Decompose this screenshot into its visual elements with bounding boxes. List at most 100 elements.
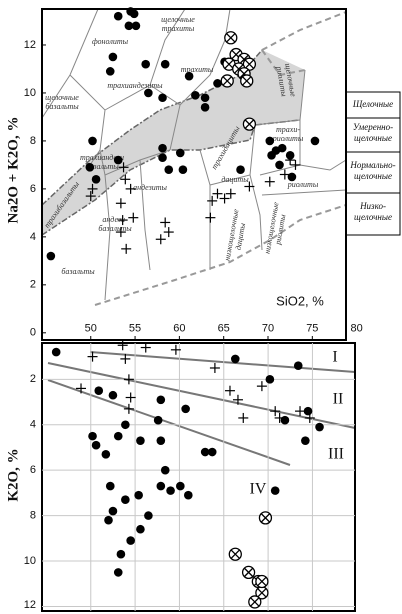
field-label: базальты: [61, 267, 95, 276]
y-tick-label: 12: [24, 39, 36, 51]
dot: [213, 79, 222, 88]
cross: [290, 159, 301, 170]
dot: [200, 447, 210, 457]
dot: [129, 9, 139, 19]
cross: [212, 188, 223, 199]
y-tick-label: 4: [30, 231, 36, 243]
x-tick-label: 80: [351, 323, 363, 335]
side-label-line: щелочные: [354, 171, 392, 181]
dot: [207, 447, 217, 457]
field-label-line: трахи-: [276, 125, 300, 134]
cross: [87, 351, 98, 362]
x2: [224, 59, 234, 69]
dot: [267, 151, 276, 160]
field-label-line: андезиты: [133, 183, 167, 192]
y-tick-label: 8: [30, 510, 36, 522]
dot: [184, 490, 193, 500]
dot: [88, 136, 97, 146]
side-label: Нормально-щелочные: [349, 160, 395, 181]
x2: [230, 549, 240, 559]
field-label: фонолиты: [92, 37, 129, 46]
dot: [121, 420, 130, 430]
dot: [310, 136, 320, 146]
cross: [244, 181, 255, 192]
field-label: риолиты: [287, 180, 319, 189]
dot: [153, 415, 163, 425]
dot: [108, 390, 118, 400]
cross: [224, 385, 235, 396]
field-label-line: андези-: [102, 215, 128, 224]
x-tick-label: 65: [218, 323, 230, 335]
circle-x: [248, 595, 262, 609]
dot: [236, 165, 245, 175]
dot: [265, 375, 275, 384]
dot: [164, 165, 174, 175]
dot: [293, 361, 303, 371]
dot: [158, 93, 167, 103]
dot: [91, 440, 101, 450]
band-boundary: [41, 49, 263, 206]
dot: [113, 568, 123, 577]
dot: [85, 163, 95, 172]
dot: [104, 515, 113, 525]
dot: [301, 436, 310, 445]
dot: [265, 375, 275, 384]
dot: [121, 495, 130, 505]
y-tick-label: 6: [30, 464, 36, 476]
circle-x: [228, 547, 242, 561]
dot: [88, 136, 97, 146]
cross: [285, 155, 296, 166]
field-label: андези-базальты: [98, 215, 132, 233]
cross: [120, 353, 131, 364]
cross: [304, 412, 315, 423]
dot: [287, 172, 297, 182]
cross: [140, 342, 151, 353]
annotation: I: [332, 349, 337, 366]
cross: [115, 227, 126, 238]
dot: [91, 174, 101, 184]
circle-x: [220, 74, 234, 88]
dot: [184, 71, 194, 81]
dot: [166, 486, 175, 495]
cross: [87, 183, 98, 194]
dot: [184, 490, 193, 500]
dot: [113, 11, 123, 21]
x2: [257, 588, 267, 598]
dot: [200, 93, 210, 103]
x-axis-label: SiO2, %: [276, 293, 324, 308]
dot: [176, 481, 185, 491]
x2: [242, 76, 252, 86]
cross: [128, 212, 139, 223]
cross: [279, 169, 290, 180]
cross: [121, 243, 132, 254]
cross: [85, 191, 96, 202]
dot: [91, 174, 101, 184]
y-tick-label: 10: [24, 87, 36, 99]
dot: [275, 160, 284, 170]
field-boundaries: [41, 8, 347, 301]
dot: [160, 59, 170, 69]
dot: [166, 486, 175, 495]
annotation: III: [328, 446, 344, 463]
x2: [244, 119, 254, 129]
cross: [115, 198, 126, 209]
dot: [144, 88, 153, 98]
circle-x: [258, 511, 273, 525]
field-label: трахиандези базальты: [80, 153, 124, 171]
field-label-line: базальты: [85, 162, 119, 171]
side-frame: [345, 91, 401, 236]
dot: [108, 390, 118, 400]
field-label-line: дациты: [221, 175, 249, 184]
cross: [232, 394, 243, 405]
dot: [207, 447, 217, 457]
x2: [250, 597, 260, 607]
x2: [239, 69, 249, 79]
dot: [126, 536, 135, 545]
cross: [120, 174, 131, 185]
dot: [113, 155, 123, 165]
dot: [280, 415, 290, 425]
dot: [108, 52, 118, 62]
dot: [113, 431, 123, 441]
field-label-line: трахиандезиты: [107, 81, 163, 90]
